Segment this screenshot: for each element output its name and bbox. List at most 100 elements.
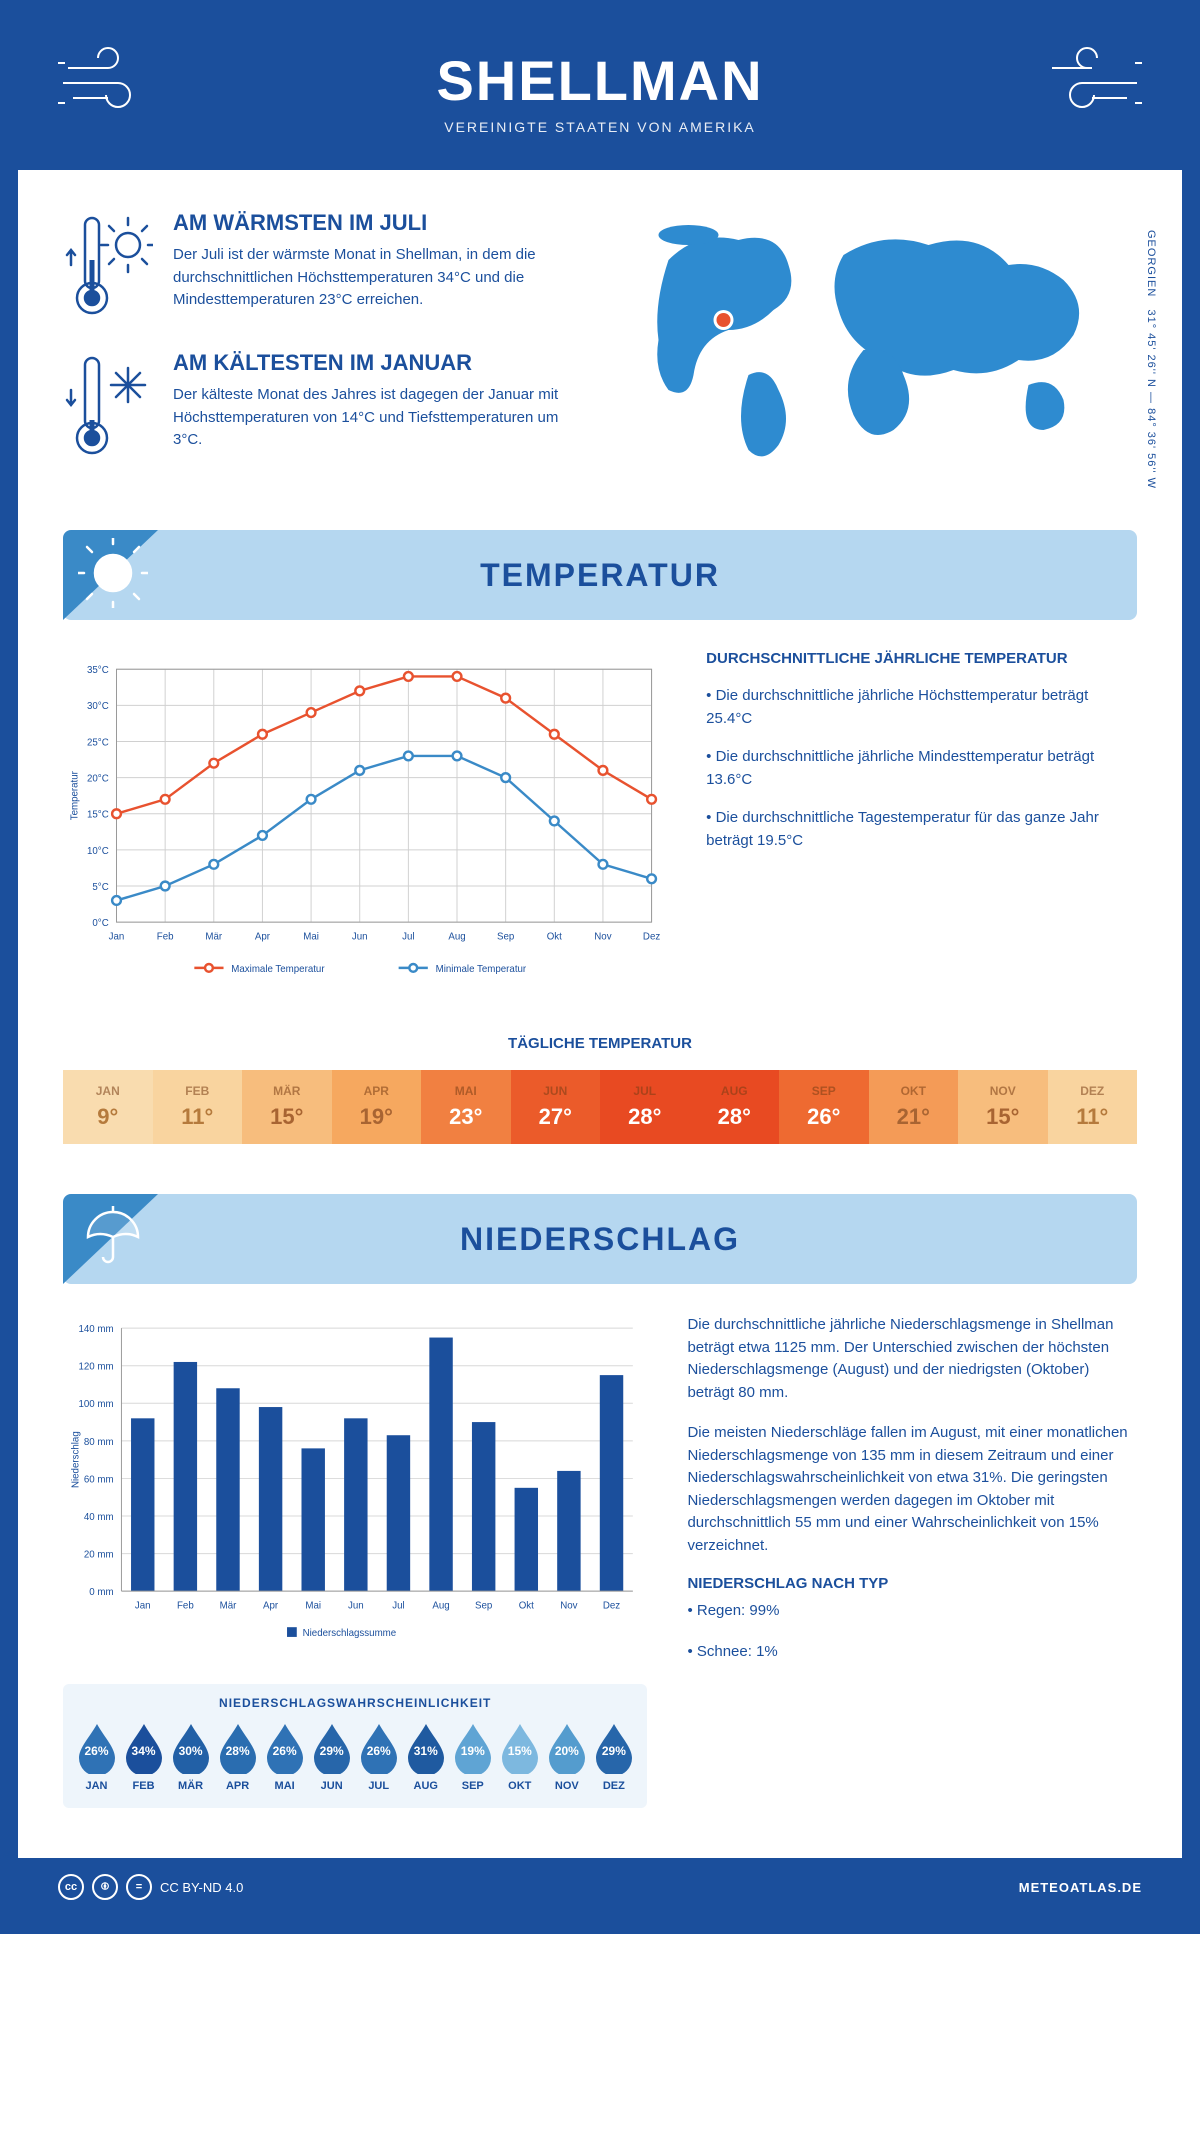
svg-text:Dez: Dez	[643, 932, 660, 943]
thermometer-cold-icon	[63, 350, 153, 460]
probability-cell: 19%SEP	[449, 1722, 496, 1792]
info-heading: DURCHSCHNITTLICHE JÄHRLICHE TEMPERATUR	[706, 650, 1137, 667]
svg-text:80 mm: 80 mm	[84, 1437, 114, 1448]
svg-text:Jun: Jun	[348, 1601, 364, 1612]
daily-temp-cell: DEZ11°	[1048, 1070, 1138, 1144]
svg-text:Nov: Nov	[560, 1601, 577, 1612]
svg-text:Niederschlag: Niederschlag	[71, 1431, 82, 1488]
daily-temp-cell: MAI23°	[421, 1070, 511, 1144]
precipitation-banner: NIEDERSCHLAG	[63, 1194, 1137, 1284]
svg-text:40 mm: 40 mm	[84, 1512, 114, 1523]
svg-text:Nov: Nov	[594, 932, 611, 943]
svg-text:Mai: Mai	[305, 1601, 321, 1612]
svg-text:Jan: Jan	[109, 932, 125, 943]
warmest-block: AM WÄRMSTEN IM JULI Der Juli ist der wär…	[63, 210, 580, 320]
probability-cell: 20%NOV	[543, 1722, 590, 1792]
svg-text:0 mm: 0 mm	[89, 1587, 113, 1598]
svg-text:10°C: 10°C	[87, 846, 109, 857]
temperature-line-chart: 0°C5°C10°C15°C20°C25°C30°C35°CJanFebMärA…	[63, 650, 666, 990]
umbrella-icon	[78, 1202, 143, 1267]
probability-cell: 26%JAN	[73, 1722, 120, 1792]
warmest-title: AM WÄRMSTEN IM JULI	[173, 210, 580, 236]
probability-cell: 15%OKT	[496, 1722, 543, 1792]
daily-temp-title: TÄGLICHE TEMPERATUR	[63, 1035, 1137, 1052]
svg-text:Feb: Feb	[157, 932, 174, 943]
svg-text:Niederschlagssumme: Niederschlagssumme	[303, 1628, 397, 1639]
svg-text:Mai: Mai	[303, 932, 319, 943]
world-map	[620, 210, 1137, 470]
svg-text:Jun: Jun	[352, 932, 368, 943]
svg-text:5°C: 5°C	[92, 882, 108, 893]
daily-temp-cell: SEP26°	[779, 1070, 869, 1144]
svg-text:Aug: Aug	[448, 932, 465, 943]
thermometer-hot-icon	[63, 210, 153, 320]
svg-text:Temperatur: Temperatur	[70, 770, 81, 820]
probability-cell: 26%JUL	[355, 1722, 402, 1792]
daily-temp-cell: APR19°	[332, 1070, 422, 1144]
wind-icon	[1037, 43, 1147, 123]
svg-text:Feb: Feb	[177, 1601, 194, 1612]
daily-temp-cell: JUN27°	[511, 1070, 601, 1144]
svg-text:Okt: Okt	[519, 1601, 534, 1612]
svg-text:Sep: Sep	[475, 1601, 492, 1612]
coldest-text: Der kälteste Monat des Jahres ist dagege…	[173, 384, 580, 452]
sun-icon	[78, 538, 148, 608]
svg-text:Maximale Temperatur: Maximale Temperatur	[231, 964, 325, 975]
daily-temp-cell: NOV15°	[958, 1070, 1048, 1144]
temperature-info: DURCHSCHNITTLICHE JÄHRLICHE TEMPERATUR •…	[706, 650, 1137, 995]
daily-temp-cell: FEB11°	[153, 1070, 243, 1144]
coordinates: GEORGIEN 31° 45' 26'' N — 84° 36' 56'' W	[1145, 230, 1157, 489]
footer: cc 🅯 = CC BY-ND 4.0 METEOATLAS.DE	[18, 1858, 1182, 1916]
probability-cell: 31%AUG	[402, 1722, 449, 1792]
svg-text:Jul: Jul	[402, 932, 414, 943]
svg-text:Jul: Jul	[392, 1601, 404, 1612]
daily-temp-cell: OKT21°	[869, 1070, 959, 1144]
svg-text:100 mm: 100 mm	[78, 1399, 113, 1410]
header: SHELLMAN VEREINIGTE STAATEN VON AMERIKA	[18, 18, 1182, 170]
daily-temp-cell: JAN9°	[63, 1070, 153, 1144]
nd-icon: =	[126, 1874, 152, 1900]
svg-text:Aug: Aug	[432, 1601, 449, 1612]
cc-icon: cc	[58, 1874, 84, 1900]
temperature-banner: TEMPERATUR	[63, 530, 1137, 620]
svg-text:Minimale Temperatur: Minimale Temperatur	[436, 964, 527, 975]
svg-text:Mär: Mär	[205, 932, 223, 943]
license: cc 🅯 = CC BY-ND 4.0	[58, 1874, 243, 1900]
probability-cell: 29%DEZ	[590, 1722, 637, 1792]
svg-text:120 mm: 120 mm	[78, 1362, 113, 1373]
probability-cell: 29%JUN	[308, 1722, 355, 1792]
daily-temp-cell: AUG28°	[690, 1070, 780, 1144]
coldest-title: AM KÄLTESTEN IM JANUAR	[173, 350, 580, 376]
coldest-block: AM KÄLTESTEN IM JANUAR Der kälteste Mona…	[63, 350, 580, 460]
svg-text:35°C: 35°C	[87, 665, 109, 676]
warmest-text: Der Juli ist der wärmste Monat in Shellm…	[173, 244, 580, 312]
svg-text:Apr: Apr	[263, 1601, 279, 1612]
precipitation-info: Die durchschnittliche jährliche Niedersc…	[687, 1314, 1137, 1808]
svg-text:Sep: Sep	[497, 932, 514, 943]
probability-cell: 26%MAI	[261, 1722, 308, 1792]
precipitation-bar-chart: 0 mm20 mm40 mm60 mm80 mm100 mm120 mm140 …	[63, 1314, 647, 1654]
svg-text:Jan: Jan	[135, 1601, 151, 1612]
intro-section: AM WÄRMSTEN IM JULI Der Juli ist der wär…	[63, 210, 1137, 490]
svg-text:60 mm: 60 mm	[84, 1474, 114, 1485]
probability-cell: 34%FEB	[120, 1722, 167, 1792]
svg-text:Dez: Dez	[603, 1601, 620, 1612]
svg-text:140 mm: 140 mm	[78, 1324, 113, 1335]
site-name: METEOATLAS.DE	[1019, 1880, 1142, 1895]
svg-text:Mär: Mär	[220, 1601, 238, 1612]
probability-cell: 28%APR	[214, 1722, 261, 1792]
section-title: NIEDERSCHLAG	[460, 1221, 740, 1258]
infographic-frame: SHELLMAN VEREINIGTE STAATEN VON AMERIKA	[0, 0, 1200, 1934]
svg-text:30°C: 30°C	[87, 701, 109, 712]
daily-temperature-table: JAN9°FEB11°MÄR15°APR19°MAI23°JUN27°JUL28…	[63, 1070, 1137, 1144]
by-icon: 🅯	[92, 1874, 118, 1900]
page-title: SHELLMAN	[38, 48, 1162, 113]
svg-text:Okt: Okt	[547, 932, 562, 943]
precipitation-probability-box: NIEDERSCHLAGSWAHRSCHEINLICHKEIT 26%JAN34…	[63, 1684, 647, 1808]
svg-text:15°C: 15°C	[87, 810, 109, 821]
probability-cell: 30%MÄR	[167, 1722, 214, 1792]
daily-temp-cell: JUL28°	[600, 1070, 690, 1144]
svg-text:Apr: Apr	[255, 932, 271, 943]
wind-icon	[53, 43, 163, 123]
section-title: TEMPERATUR	[480, 557, 720, 594]
